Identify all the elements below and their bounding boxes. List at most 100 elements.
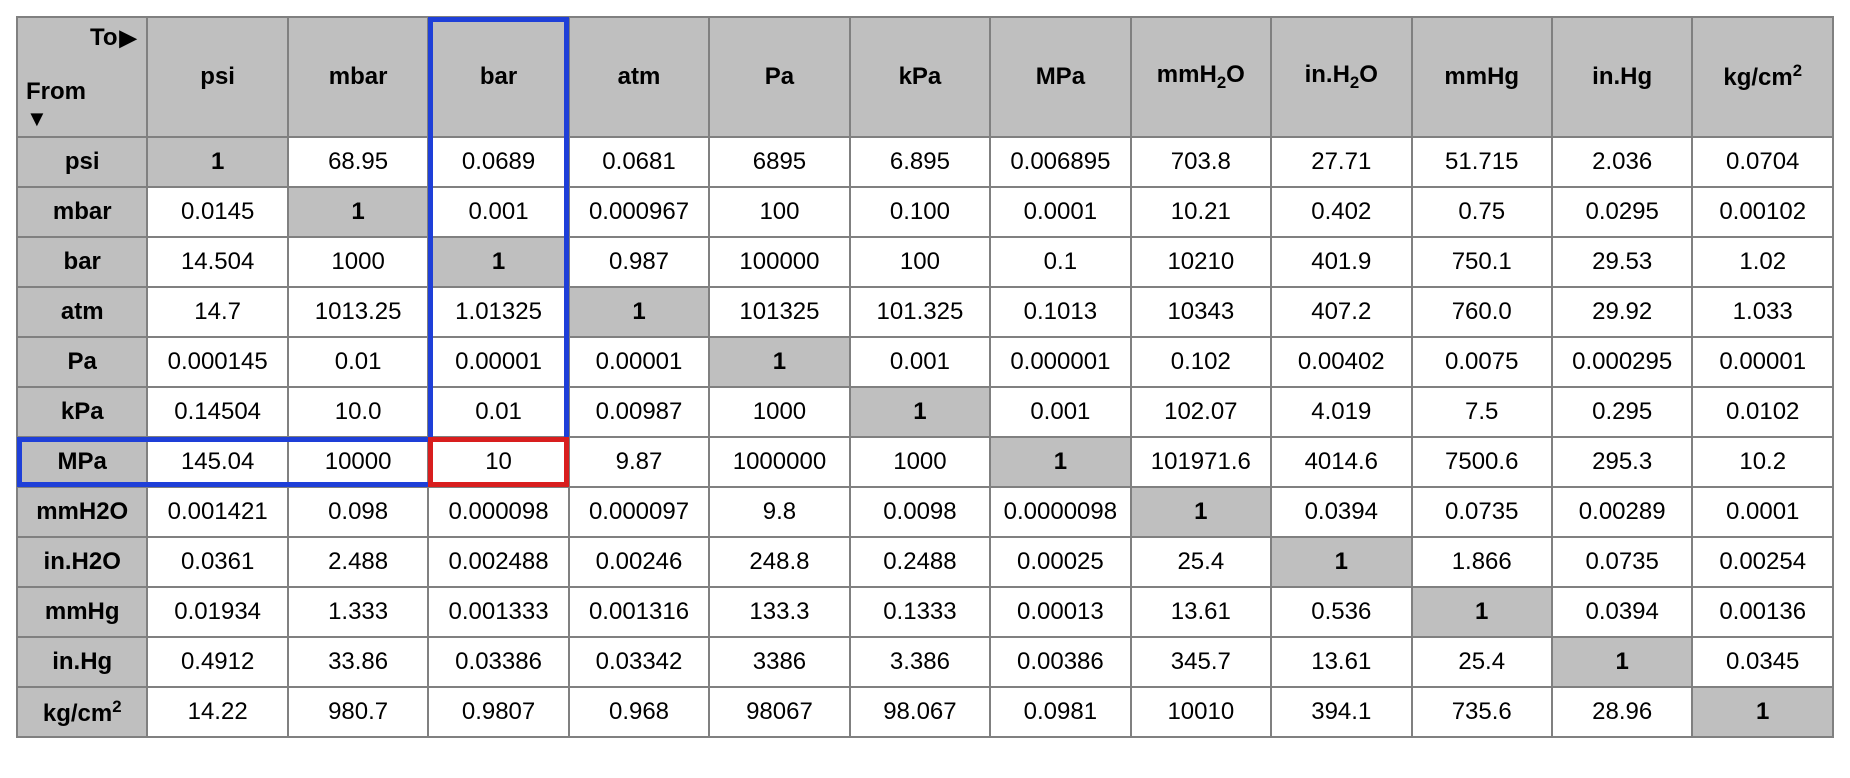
cell: 0.402 <box>1271 187 1411 237</box>
cell: 0.03386 <box>428 637 568 687</box>
cell: 1.333 <box>288 587 428 637</box>
cell: 0.001 <box>990 387 1130 437</box>
cell: 1 <box>1271 537 1411 587</box>
table-row: kg/cm214.22980.70.98070.9689806798.0670.… <box>17 687 1833 737</box>
col-header-in.Hg: in.Hg <box>1552 17 1692 137</box>
cell: 0.0001 <box>990 187 1130 237</box>
cell: 0.00289 <box>1552 487 1692 537</box>
cell: 703.8 <box>1131 137 1271 187</box>
cell: 3386 <box>709 637 849 687</box>
cell: 14.504 <box>147 237 287 287</box>
cell: 0.000098 <box>428 487 568 537</box>
col-header-psi: psi <box>147 17 287 137</box>
cell: 0.001 <box>850 337 990 387</box>
cell: 0.1 <box>990 237 1130 287</box>
cell: 0.102 <box>1131 337 1271 387</box>
from-label: From <box>26 78 86 105</box>
cell: 0.0394 <box>1271 487 1411 537</box>
cell: 0.00001 <box>428 337 568 387</box>
cell: 4014.6 <box>1271 437 1411 487</box>
cell: 13.61 <box>1271 637 1411 687</box>
cell: 29.92 <box>1552 287 1692 337</box>
cell: 7.5 <box>1412 387 1552 437</box>
table-row: mbar0.014510.0010.0009671000.1000.000110… <box>17 187 1833 237</box>
cell: 133.3 <box>709 587 849 637</box>
cell: 248.8 <box>709 537 849 587</box>
cell: 0.00025 <box>990 537 1130 587</box>
cell: 7500.6 <box>1412 437 1552 487</box>
cell: 0.0145 <box>147 187 287 237</box>
cell: 0.968 <box>569 687 709 737</box>
cell: 68.95 <box>288 137 428 187</box>
cell: 9.87 <box>569 437 709 487</box>
cell: 0.0001 <box>1692 487 1833 537</box>
cell: 0.0075 <box>1412 337 1552 387</box>
cell: 0.4912 <box>147 637 287 687</box>
from-arrow-icon: ▼ <box>26 108 86 130</box>
cell: 9.8 <box>709 487 849 537</box>
cell: 0.001 <box>428 187 568 237</box>
cell: 1 <box>147 137 287 187</box>
cell: 0.001333 <box>428 587 568 637</box>
cell: 14.22 <box>147 687 287 737</box>
table-row: mmH2O0.0014210.0980.0000980.0000979.80.0… <box>17 487 1833 537</box>
cell: 1 <box>850 387 990 437</box>
cell: 100000 <box>709 237 849 287</box>
col-header-mmHg: mmHg <box>1412 17 1552 137</box>
cell: 0.0394 <box>1552 587 1692 637</box>
cell: 1 <box>1692 687 1833 737</box>
cell: 0.100 <box>850 187 990 237</box>
cell: 1 <box>709 337 849 387</box>
row-header-bar: bar <box>17 237 147 287</box>
cell: 0.006895 <box>990 137 1130 187</box>
cell: 0.000145 <box>147 337 287 387</box>
cell: 25.4 <box>1412 637 1552 687</box>
cell: 0.00013 <box>990 587 1130 637</box>
cell: 0.002488 <box>428 537 568 587</box>
cell: 0.536 <box>1271 587 1411 637</box>
cell: 1 <box>428 237 568 287</box>
cell: 51.715 <box>1412 137 1552 187</box>
cell: 0.0981 <box>990 687 1130 737</box>
cell: 1000 <box>709 387 849 437</box>
cell: 98.067 <box>850 687 990 737</box>
cell: 0.01 <box>428 387 568 437</box>
cell: 28.96 <box>1552 687 1692 737</box>
cell: 0.0704 <box>1692 137 1833 187</box>
cell: 0.987 <box>569 237 709 287</box>
col-header-kg/cm2: kg/cm2 <box>1692 17 1833 137</box>
cell: 0.1333 <box>850 587 990 637</box>
row-header-psi: psi <box>17 137 147 187</box>
cell: 750.1 <box>1412 237 1552 287</box>
cell: 10.2 <box>1692 437 1833 487</box>
cell: 0.00402 <box>1271 337 1411 387</box>
cell: 0.00136 <box>1692 587 1833 637</box>
cell: 0.295 <box>1552 387 1692 437</box>
cell: 0.9807 <box>428 687 568 737</box>
row-header-mbar: mbar <box>17 187 147 237</box>
cell: 0.0735 <box>1552 537 1692 587</box>
cell: 1.033 <box>1692 287 1833 337</box>
row-header-MPa: MPa <box>17 437 147 487</box>
cell: 1.02 <box>1692 237 1833 287</box>
cell: 0.000295 <box>1552 337 1692 387</box>
cell: 0.0361 <box>147 537 287 587</box>
table-row: atm14.71013.251.013251101325101.3250.101… <box>17 287 1833 337</box>
row-header-kPa: kPa <box>17 387 147 437</box>
col-header-MPa: MPa <box>990 17 1130 137</box>
cell: 0.00001 <box>569 337 709 387</box>
cell: 735.6 <box>1412 687 1552 737</box>
cell: 101.325 <box>850 287 990 337</box>
cell: 0.00987 <box>569 387 709 437</box>
table-row: psi168.950.06890.068168956.8950.00689570… <box>17 137 1833 187</box>
cell: 13.61 <box>1131 587 1271 637</box>
cell: 0.03342 <box>569 637 709 687</box>
cell: 0.0098 <box>850 487 990 537</box>
cell: 345.7 <box>1131 637 1271 687</box>
cell: 0.000097 <box>569 487 709 537</box>
col-header-atm: atm <box>569 17 709 137</box>
cell: 0.001316 <box>569 587 709 637</box>
to-arrow-icon: ▶ <box>120 27 137 49</box>
cell: 1013.25 <box>288 287 428 337</box>
conversion-table-holder: To▶ From ▼ psimbarbaratmPakPaMPammH2Oin.… <box>16 16 1834 738</box>
